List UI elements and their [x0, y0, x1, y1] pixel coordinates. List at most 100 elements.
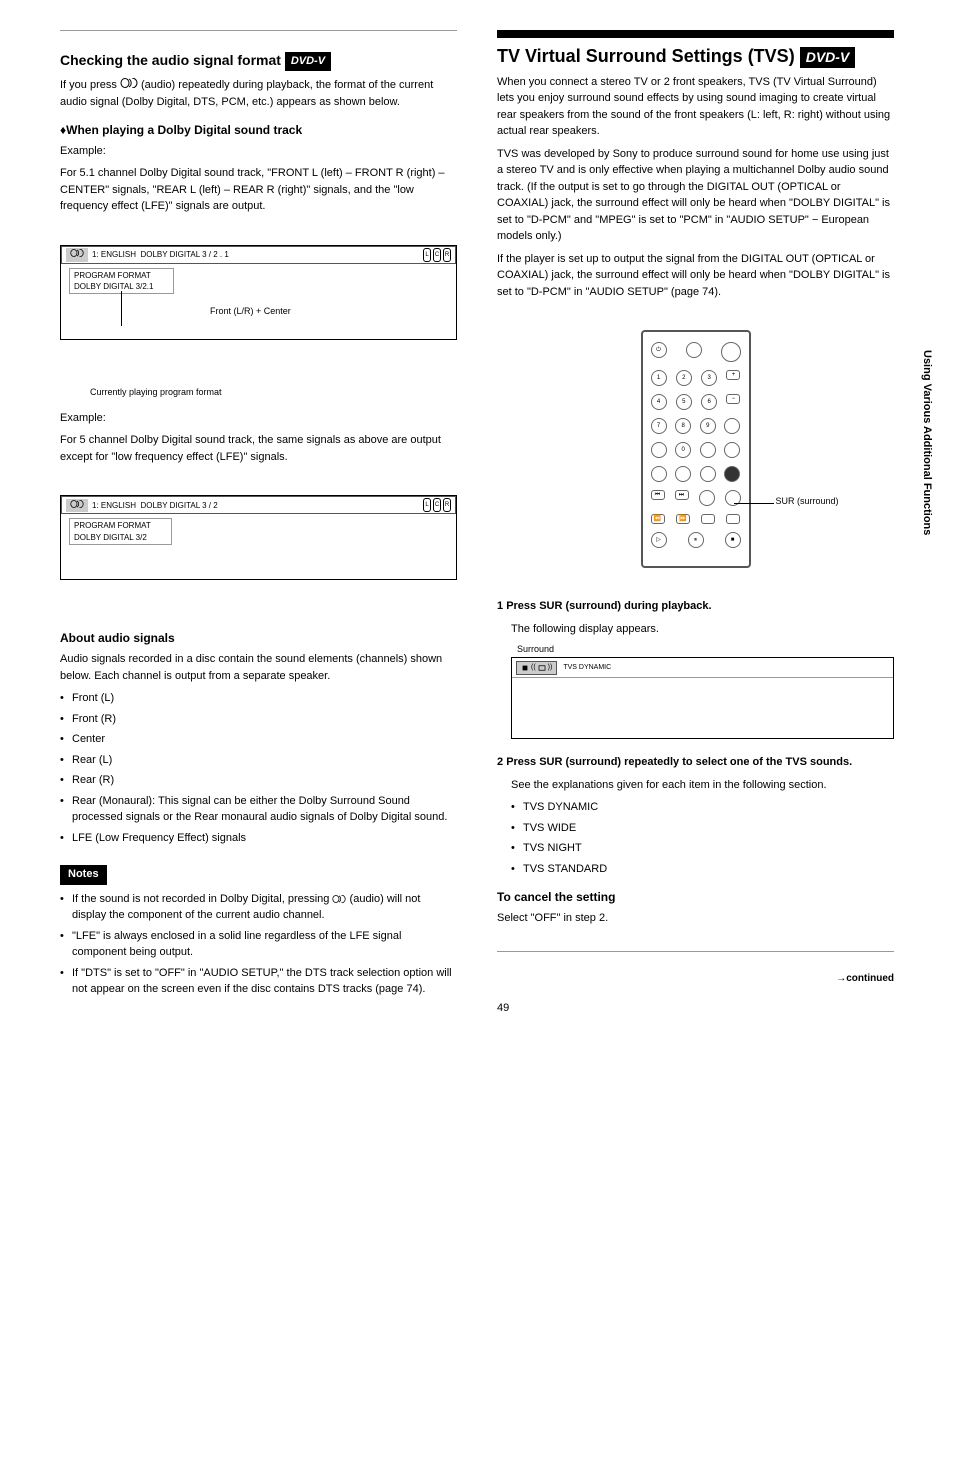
remote-diagram: ⏻ 1 2 3 + 4 5 6 − [497, 330, 894, 568]
surround-icon: (( )) [516, 661, 557, 675]
remote-btn [700, 466, 716, 482]
speaker-c: C [433, 498, 441, 512]
program-format-box-2: PROGRAM FORMAT DOLBY DIGITAL 3/2 [69, 518, 172, 544]
speaker-c: C [433, 248, 441, 262]
remote-btn [651, 466, 667, 482]
remote-play-icon: ▷ [651, 532, 667, 548]
divider-thick [497, 30, 894, 38]
cancel-text: Select "OFF" in step 2. [497, 910, 894, 927]
surround-body [512, 678, 893, 738]
remote-num-1: 1 [651, 370, 667, 386]
speaker-boxes: L C R [423, 248, 451, 262]
continued-indicator: →continued [497, 972, 894, 986]
step-1-text: Press SUR (surround) during playback. [506, 600, 711, 612]
speaker-l: L [423, 498, 431, 512]
step-1-desc: The following display appears. [497, 621, 894, 638]
right-intro2: TVS was developed by Sony to produce sur… [497, 146, 894, 245]
remote-btn [675, 466, 691, 482]
step-2-text: Press SUR (surround) repeatedly to selec… [506, 756, 852, 768]
remote-power-icon: ⏻ [651, 342, 667, 358]
remote-eject-icon [721, 342, 741, 362]
remote-btn [699, 490, 715, 506]
step-2-desc: See the explanations given for each item… [497, 777, 894, 794]
speaker-r: R [443, 498, 451, 512]
channel-item: Rear (Monaural): This signal can be eith… [60, 793, 457, 826]
remote-vol-down: − [726, 394, 740, 404]
remote-num-0: 0 [675, 442, 691, 458]
right-intro: When you connect a stereo TV or 2 front … [497, 74, 894, 140]
format-text-2: 1: ENGLISH DOLBY DIGITAL 3 / 2 [92, 500, 218, 511]
remote-num-3: 3 [701, 370, 717, 386]
surround-bar: (( )) TVS DYNAMIC [512, 658, 893, 678]
channel-item: Front (L) [60, 690, 457, 707]
step-1: 1 Press SUR (surround) during playback. [497, 598, 894, 615]
right-intro3: If the player is set up to output the si… [497, 251, 894, 301]
remote-next-icon: ⏭ [675, 490, 689, 500]
audio-diagram-2: Rear (L/R) Front (L/R) + Center 1: ENGLI… [60, 495, 457, 615]
step-number: 2 [497, 756, 503, 768]
tvs-options: TVS DYNAMIC TVS WIDE TVS NIGHT TVS STAND… [497, 799, 894, 877]
note-item: If the sound is not recorded in Dolby Di… [60, 891, 457, 924]
dvd-v-badge: DVD-V [800, 47, 856, 68]
remote-rew-icon: ⏪ [651, 514, 665, 524]
dolby-desc: For 5.1 channel Dolby Digital sound trac… [60, 165, 457, 215]
note-item: If "DTS" is set to "OFF" in "AUDIO SETUP… [60, 965, 457, 998]
remote-num-5: 5 [676, 394, 692, 410]
speaker-r: R [443, 248, 451, 262]
remote-num-6: 6 [701, 394, 717, 410]
left-heading-text: Checking the audio signal format [60, 52, 281, 68]
remote-btn [726, 514, 740, 524]
dolby-desc-2: For 5 channel Dolby Digital sound track,… [60, 432, 457, 465]
cancel-heading: To cancel the setting [497, 889, 894, 906]
remote-sur-label: SUR (surround) [776, 495, 839, 508]
step-2: 2 Press SUR (surround) repeatedly to sel… [497, 754, 894, 771]
audio-icon-inner-2 [66, 499, 88, 512]
program-format-row-2: PROGRAM FORMAT DOLBY DIGITAL 3/2 [61, 514, 456, 548]
note-item: "LFE" is always enclosed in a solid line… [60, 928, 457, 961]
audio-icon-inner [66, 248, 88, 261]
tvs-option: TVS NIGHT [511, 840, 894, 857]
page-number: 49 [497, 1001, 894, 1016]
remote-body: ⏻ 1 2 3 + 4 5 6 − [641, 330, 751, 568]
front-center-label: Front (L/R) + Center [210, 305, 291, 318]
about-heading: About audio signals [60, 630, 457, 647]
right-heading: TV Virtual Surround Settings (TVS) DVD-V [497, 46, 894, 68]
left-intro: If you press (audio) repeatedly during p… [60, 77, 457, 110]
dvd-v-badge: DVD-V [285, 52, 331, 71]
left-column: Checking the audio signal format DVD-V I… [60, 30, 457, 1017]
about-text: Audio signals recorded in a disc contain… [60, 651, 457, 684]
tvs-option: TVS DYNAMIC [511, 799, 894, 816]
audio-format-bar-2: 1: ENGLISH DOLBY DIGITAL 3 / 2 L C R [61, 496, 456, 514]
page-container: Checking the audio signal format DVD-V I… [60, 30, 894, 1017]
speaker-l: L [423, 248, 431, 262]
remote-btn [700, 442, 716, 458]
surround-label: Surround [517, 643, 554, 656]
audio-format-bar: 1: ENGLISH DOLBY DIGITAL 3 / 2 . 1 L C R [61, 246, 456, 264]
remote-vol-up: + [726, 370, 740, 380]
remote-prev-icon: ⏮ [651, 490, 665, 500]
dolby-example: Example: [60, 143, 457, 160]
channel-item: LFE (Low Frequency Effect) signals [60, 830, 457, 847]
remote-btn [724, 442, 740, 458]
remote-pause-icon: ⏸ [688, 532, 704, 548]
connector [121, 291, 122, 326]
remote-sur-button [724, 466, 740, 482]
tvs-option: TVS STANDARD [511, 861, 894, 878]
remote-ff-icon: ⏩ [676, 514, 690, 524]
remote-num-2: 2 [676, 370, 692, 386]
channel-item: Front (R) [60, 711, 457, 728]
dolby-heading: ♦When playing a Dolby Digital sound trac… [60, 122, 457, 139]
channel-item: Rear (L) [60, 752, 457, 769]
remote-btn [701, 514, 715, 524]
dolby-example-2: Example: [60, 410, 457, 427]
notes-heading: Notes [60, 865, 107, 884]
remote-btn [686, 342, 702, 358]
remote-num-7: 7 [651, 418, 667, 434]
remote-stop-icon: ■ [725, 532, 741, 548]
divider [497, 951, 894, 952]
left-heading: Checking the audio signal format DVD-V [60, 51, 457, 71]
tvs-option: TVS WIDE [511, 820, 894, 837]
remote-num-8: 8 [675, 418, 691, 434]
diagram-box-2: 1: ENGLISH DOLBY DIGITAL 3 / 2 L C R PRO… [60, 495, 457, 580]
step-number: 1 [497, 600, 503, 612]
